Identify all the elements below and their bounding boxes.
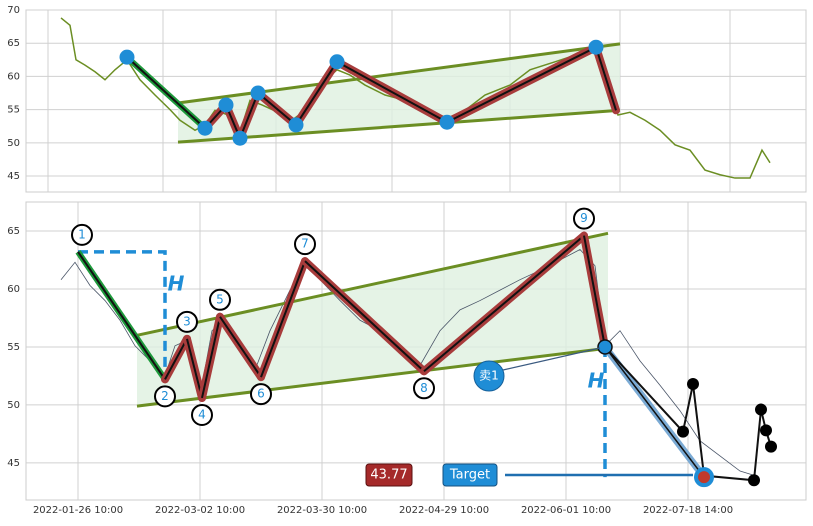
pivot-label: 5 (216, 292, 224, 306)
x-tick-label: 2022-01-26 10:00 (33, 505, 123, 516)
pivot (232, 130, 248, 146)
pivot-badge (413, 377, 435, 400)
pivot (288, 117, 304, 133)
pivot-badge (191, 403, 213, 426)
zigzag-core (186, 338, 203, 399)
target-value-box (365, 463, 413, 487)
zigzag-core (304, 260, 425, 373)
pivot-badge (573, 207, 595, 230)
x-tick-label: 2022-03-30 10:00 (277, 505, 367, 516)
pivot-label: 1 (78, 227, 86, 241)
zigzag-core (583, 235, 606, 348)
zigzag-core (219, 316, 262, 378)
pivot-end (597, 339, 613, 355)
height-label: H (588, 369, 605, 393)
y-tick-label: 65 (7, 38, 20, 49)
target-point (694, 467, 714, 488)
pivot-badge (209, 288, 231, 311)
y-tick-label: 45 (7, 171, 20, 182)
pivot-label: 9 (580, 211, 588, 225)
sell-badge (473, 360, 505, 392)
pivot (329, 54, 345, 70)
zigzag-core (201, 316, 221, 399)
pivot-badge (250, 383, 272, 406)
channel-line (136, 346, 609, 408)
pivot (588, 39, 604, 55)
x-tick-label: 2022-03-02 10:00 (155, 505, 245, 516)
channel-line (136, 231, 609, 337)
zigzag-core (295, 61, 338, 126)
height-guide (78, 250, 167, 380)
pivot (119, 49, 135, 65)
projection-point (755, 403, 767, 416)
y-tick-label: 45 (7, 458, 20, 469)
pivot-label: 2 (161, 389, 169, 403)
zigzag-core (239, 92, 259, 139)
pivot (250, 85, 266, 101)
y-tick-label: 70 (7, 5, 20, 16)
pivot-label: 6 (257, 387, 265, 401)
sell-pointer (502, 347, 601, 371)
y-tick-label: 50 (7, 138, 20, 149)
pivot (218, 97, 234, 113)
target-box (442, 463, 498, 487)
target-leg (604, 346, 705, 478)
pivot (439, 114, 455, 130)
x-tick-label: 2022-04-29 10:00 (399, 505, 489, 516)
x-tick-label: 2022-07-18 14:00 (643, 505, 733, 516)
pivot-badge (71, 223, 93, 246)
zigzag-core (595, 46, 617, 111)
pivot-badge (176, 310, 198, 333)
projection-point (748, 474, 760, 487)
pivot-label: 7 (301, 237, 309, 251)
y-tick-label: 60 (7, 284, 20, 295)
zigzag-core (77, 251, 166, 380)
zigzag-core (446, 46, 597, 124)
target-label: Target (449, 468, 490, 483)
pivot-label: 3 (183, 314, 191, 328)
sell-label: 卖1 (479, 369, 499, 383)
projection-point (677, 425, 689, 438)
pivot-label: 8 (420, 381, 428, 395)
pivot-badge (154, 385, 176, 408)
zigzag-core (164, 338, 188, 380)
channel-line (177, 108, 621, 144)
y-tick-label: 65 (7, 226, 20, 237)
x-tick-label: 2022-06-01 10:00 (521, 505, 611, 516)
zigzag-core (336, 60, 448, 124)
zigzag-core (260, 260, 306, 378)
target-value: 43.77 (370, 468, 407, 483)
projection-point (760, 424, 772, 437)
y-tick-label: 55 (7, 342, 20, 353)
zigzag-core (257, 92, 297, 126)
pivot (197, 120, 213, 136)
zigzag-core (126, 56, 206, 129)
projection-point (687, 378, 699, 391)
y-tick-label: 60 (7, 71, 20, 82)
y-tick-label: 55 (7, 105, 20, 116)
pivot-badge (294, 233, 316, 256)
projection-point (765, 440, 777, 453)
zigzag-core (423, 234, 585, 373)
y-tick-label: 50 (7, 400, 20, 411)
height-label: H (168, 272, 185, 296)
pivot-label: 4 (198, 407, 206, 421)
